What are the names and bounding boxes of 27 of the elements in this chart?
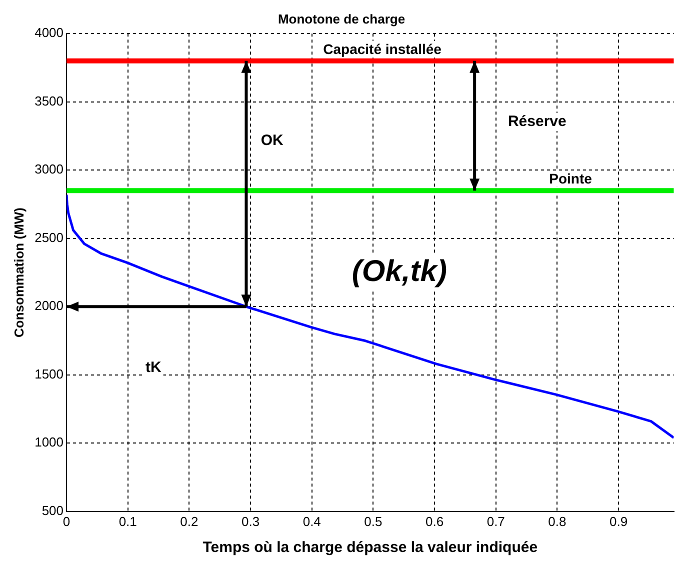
annotation: OK — [260, 132, 284, 149]
x-tick-label: 0.5 — [364, 514, 382, 529]
y-tick-label: 4000 — [34, 25, 64, 40]
annotation: tK — [145, 359, 162, 376]
y-tick-label: 1000 — [34, 434, 64, 450]
x-tick-label: 0 — [62, 514, 70, 529]
y-axis-title: Consommation (MW) — [11, 208, 26, 338]
ref-line-label: Pointe — [549, 170, 592, 186]
chart-title: Monotone de charge — [278, 11, 406, 26]
y-tick-label: 500 — [42, 502, 64, 518]
y-tick-label: 3500 — [34, 93, 64, 108]
x-tick-label: 0.2 — [180, 514, 198, 529]
annotation: Réserve — [508, 113, 566, 130]
x-tick-label: 0.9 — [610, 514, 628, 529]
ref-line-label: Capacité installée — [323, 40, 442, 57]
y-tick-label: 3000 — [34, 162, 64, 177]
x-tick-label: 0.8 — [548, 514, 566, 529]
x-axis-title: Temps où la charge dépasse la valeur indiquée — [202, 539, 538, 556]
x-tick-label: 0.3 — [241, 514, 260, 529]
x-tick-label: 0.1 — [118, 514, 137, 529]
annotation: (Ok,tk) — [352, 254, 447, 288]
y-tick-label: 1500 — [34, 366, 64, 382]
y-tick-label: 2000 — [34, 298, 64, 314]
x-tick-label: 0.4 — [302, 514, 321, 529]
y-tick-label: 2500 — [34, 230, 64, 245]
x-tick-label: 0.7 — [486, 514, 505, 529]
x-tick-label: 0.6 — [426, 514, 444, 529]
